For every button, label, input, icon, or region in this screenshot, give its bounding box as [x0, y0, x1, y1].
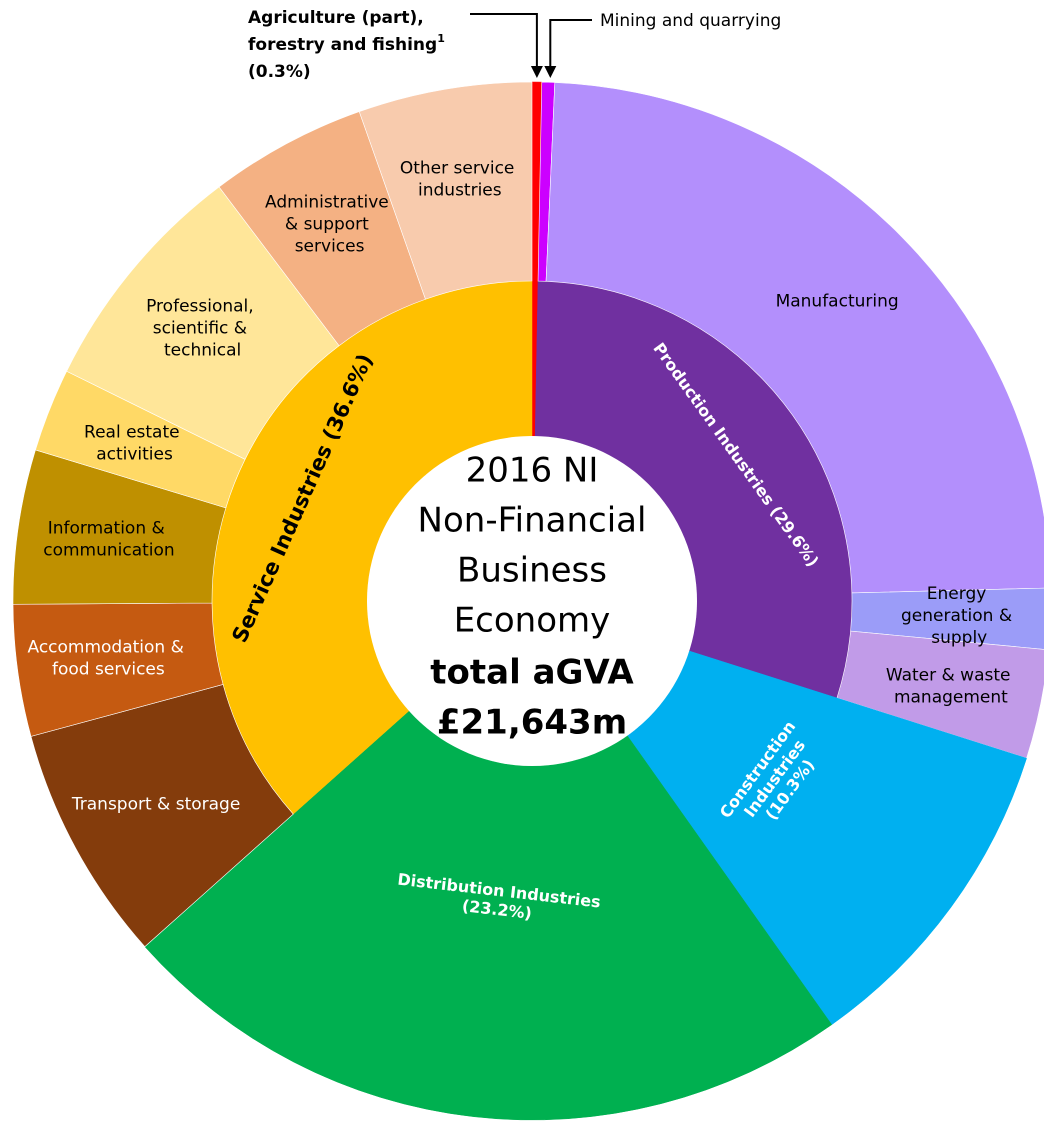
- subgroup-name-line: food services: [52, 660, 165, 680]
- center-text: Economy: [454, 601, 611, 641]
- callout-name: Agriculture (part), forestry and fishing: [248, 8, 437, 55]
- subgroup-name: Administrative & support services: [265, 192, 394, 256]
- subgroup-name: Information & communication: [43, 518, 174, 560]
- subgroup-name-line: Other service: [400, 159, 520, 179]
- subgroup-label: Administrative & support services: [265, 192, 394, 256]
- subgroup-label: Energy generation & supply: [901, 584, 1018, 648]
- subgroup-name: Energy generation & supply: [901, 584, 1018, 648]
- subgroup-name-line: scientific &: [153, 319, 253, 339]
- center-total: total aGVA: [430, 653, 634, 693]
- subgroup-name-line: generation &: [901, 606, 1018, 626]
- subgroup-name-line: management: [894, 687, 1008, 707]
- subgroup-name-line: Real estate: [84, 423, 185, 443]
- callout-label: Agriculture (part), forestry and fishing…: [248, 8, 445, 82]
- subgroup-name-line: communication: [43, 540, 174, 560]
- center-total: £21,643m: [437, 703, 627, 743]
- subgroup-name-line: Transport & storage: [71, 795, 240, 815]
- subgroup-name-line: Manufacturing: [776, 292, 899, 312]
- subgroup-name-line: supply: [931, 628, 987, 648]
- subgroup-label: Accommodation & food services: [27, 638, 189, 680]
- subgroup-label: Professional, scientific & technical: [146, 297, 259, 361]
- subgroup-name: Water & waste management: [886, 665, 1016, 707]
- subgroup-name: Manufacturing: [776, 292, 899, 312]
- center-hole: [367, 436, 697, 766]
- subgroup-name-line: Administrative: [265, 192, 394, 212]
- subgroup-name-line: & support: [285, 214, 374, 234]
- center-text: 2016 NI: [466, 451, 599, 491]
- subgroup-label: Other service industries: [400, 159, 520, 201]
- callout-name-line: Agriculture (part),: [248, 8, 430, 28]
- subgroup-label: Real estate activities: [84, 423, 185, 465]
- subgroup-label: Water & waste management: [886, 665, 1016, 707]
- subgroup-name-line: technical: [164, 341, 241, 361]
- subgroup-name-line: Energy: [927, 584, 992, 604]
- subgroup-name: Transport & storage: [71, 795, 240, 815]
- subgroup-name: Real estate activities: [84, 423, 185, 465]
- subgroup-name-line: Professional,: [146, 297, 259, 317]
- center-text: Business: [457, 551, 607, 591]
- subgroup-name-line: Information &: [48, 518, 170, 538]
- callout-name-line: forestry and fishing: [248, 35, 437, 55]
- subgroup-label: Information & communication: [43, 518, 174, 560]
- subgroup-name-line: services: [295, 236, 365, 256]
- subgroup-name-line: Accommodation &: [27, 638, 189, 658]
- subgroup-name-line: industries: [418, 181, 502, 201]
- arrow-head: [544, 66, 557, 78]
- subgroup-name: Accommodation & food services: [27, 638, 189, 680]
- subgroup-name: Professional, scientific & technical: [146, 297, 259, 361]
- callout-arrow: [549, 19, 592, 72]
- arrow-head: [530, 66, 543, 78]
- subgroup-name: Other service industries: [400, 159, 520, 201]
- subgroup-slice: [545, 82, 1044, 594]
- subgroup-name-line: activities: [96, 445, 173, 465]
- subgroup-slice: [358, 81, 533, 300]
- subgroup-label: Manufacturing: [776, 292, 899, 312]
- subgroup-label: Transport & storage: [71, 795, 240, 815]
- center-text: Non-Financial: [418, 501, 647, 541]
- subgroup-name-line: Water & waste: [886, 665, 1016, 685]
- callout-arrow: [470, 13, 538, 72]
- callout-value: (0.3%): [248, 62, 311, 82]
- footnote: 1: [437, 32, 445, 45]
- callout-label: Mining and quarrying: [600, 11, 781, 31]
